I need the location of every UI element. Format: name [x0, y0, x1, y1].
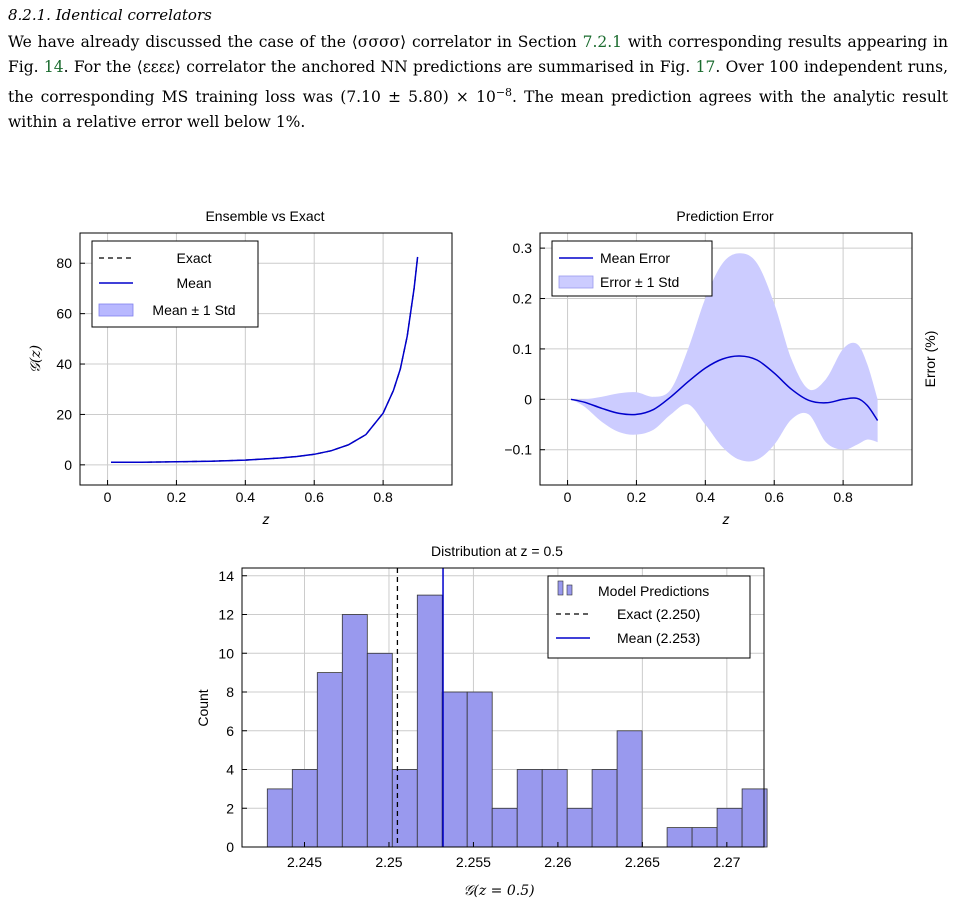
x-tick-label: 0.8 — [833, 489, 853, 505]
y-tick-label: 14 — [218, 568, 234, 584]
x-tick-label: 2.265 — [625, 854, 660, 870]
legend-band-label: Error ± 1 Std — [600, 274, 679, 290]
chart-prediction-error: Prediction Error 0 0.2 0.4 0.6 0.8 −0.1 0 0.1 0.… — [504, 208, 938, 527]
exponent: −8 — [495, 86, 513, 99]
y-tick-label: 4 — [226, 762, 234, 778]
histogram-bar — [416, 594, 443, 848]
histogram-bar — [716, 807, 743, 848]
histogram-bar — [566, 807, 593, 848]
legend: Model Predictions Exact (2.250) Mean (2.… — [547, 575, 751, 659]
chart-ensemble-vs-exact: Ensemble vs Exact 0 0.2 0.4 0.6 0.8 0 20 40 60 80… — [28, 208, 453, 527]
legend-hist-swatch — [557, 580, 573, 596]
y-axis-label: Error (%) — [922, 331, 938, 388]
legend: Mean Error Error ± 1 Std — [551, 240, 713, 297]
x-tick-label: 2.245 — [287, 854, 322, 870]
paragraph-part: . The mean prediction agrees with the an… — [8, 88, 948, 132]
y-tick-label: 0 — [226, 839, 234, 855]
y-tick-label: 20 — [56, 406, 72, 422]
chart-title: Ensemble vs Exact — [205, 208, 324, 224]
histogram-bar — [291, 769, 318, 848]
histogram-bar — [366, 652, 393, 848]
histogram-bar — [591, 769, 618, 848]
legend-hist-label: Model Predictions — [598, 583, 709, 599]
y-tick-label: 0.3 — [513, 240, 533, 256]
paragraph-part: with corresponding results appearing in … — [8, 33, 948, 76]
chart-distribution: Distribution at z = 0.5 2.245 2.25 2.255 2.… — [195, 543, 768, 899]
y-tick-label: 12 — [218, 607, 234, 623]
y-tick-label: 80 — [56, 255, 72, 271]
x-tick-label: 2.27 — [713, 854, 740, 870]
histogram-bar — [341, 614, 368, 848]
x-tick-label: 2.25 — [375, 854, 402, 870]
paragraph-part: . For the ⟨εεεε⟩ correlator the anchored… — [63, 58, 696, 76]
histogram-bar — [316, 672, 343, 848]
x-tick-label: 0.2 — [627, 489, 647, 505]
x-tick-label: 0.6 — [304, 489, 324, 505]
y-axis-label: Count — [195, 689, 211, 726]
legend-exact-label: Exact — [176, 250, 211, 266]
legend-band-swatch — [558, 275, 594, 289]
legend-mean-label: Mean (2.253) — [617, 630, 700, 646]
y-tick-label: 8 — [226, 684, 234, 700]
histogram-bar — [541, 769, 568, 848]
legend-band-label: Mean ± 1 Std — [152, 302, 235, 318]
chart-title: Prediction Error — [676, 208, 774, 224]
legend-band-swatch — [98, 303, 134, 317]
plot-frame — [241, 567, 765, 848]
y-tick-label: −0.1 — [504, 442, 532, 458]
x-tick-label: 0.4 — [236, 489, 256, 505]
legend-exact-label: Exact (2.250) — [617, 606, 700, 622]
histogram-bar — [691, 827, 718, 848]
x-tick-label: 0 — [564, 489, 572, 505]
error-std-band — [571, 253, 878, 462]
y-tick-label: 10 — [218, 645, 234, 661]
x-tick-label: 0.8 — [373, 489, 393, 505]
histogram-bar — [441, 691, 468, 848]
histogram-bar — [266, 788, 293, 848]
y-tick-label: 0 — [64, 457, 72, 473]
x-tick-label: 0.6 — [764, 489, 784, 505]
plot-frame — [79, 232, 453, 486]
y-tick-label: 2 — [226, 800, 234, 816]
x-tick-label: 0.2 — [167, 489, 187, 505]
histogram-bar — [616, 730, 643, 848]
plot-frame — [539, 232, 913, 486]
y-tick-label: 0 — [524, 391, 532, 407]
x-tick-label: 2.255 — [456, 854, 491, 870]
section-heading: 8.2.1. Identical correlators — [8, 6, 212, 24]
y-axis-label: 𝒢(z) — [28, 345, 44, 373]
histogram-bar — [391, 769, 418, 848]
body-paragraph: We have already discussed the case of th… — [8, 30, 948, 135]
y-tick-label: 0.2 — [513, 291, 533, 307]
chart-title: Distribution at z = 0.5 — [431, 543, 563, 559]
histogram-bar — [666, 827, 693, 848]
legend: Exact Mean Mean ± 1 Std — [91, 240, 259, 328]
x-tick-label: 0.4 — [696, 489, 716, 505]
section-link[interactable]: 7.2.1 — [582, 33, 623, 51]
y-tick-label: 40 — [56, 356, 72, 372]
legend-mean-label: Mean — [176, 275, 211, 291]
paragraph-part: . Over 100 independent runs, the corresp… — [8, 58, 948, 107]
legend-mean-error-label: Mean Error — [600, 250, 670, 266]
histogram-bar — [491, 807, 518, 848]
x-axis-label: 𝒢(z = 0.5) — [463, 883, 534, 899]
paragraph-part: We have already discussed the case of th… — [8, 33, 583, 51]
mean-line — [110, 256, 419, 464]
histogram-bar — [466, 691, 493, 848]
x-tick-label: 2.26 — [544, 854, 571, 870]
y-tick-label: 0.1 — [513, 341, 533, 357]
x-axis-label: z — [262, 511, 270, 527]
figure-link-14[interactable]: 14 — [43, 58, 64, 76]
x-axis-label: z — [722, 511, 730, 527]
x-tick-label: 0 — [104, 489, 112, 505]
histogram-bar — [741, 788, 768, 848]
y-tick-label: 60 — [56, 306, 72, 322]
y-tick-label: 6 — [226, 723, 234, 739]
figure-link-17[interactable]: 17 — [695, 58, 716, 76]
mean-error-line — [570, 355, 879, 421]
histogram-bar — [516, 769, 543, 848]
